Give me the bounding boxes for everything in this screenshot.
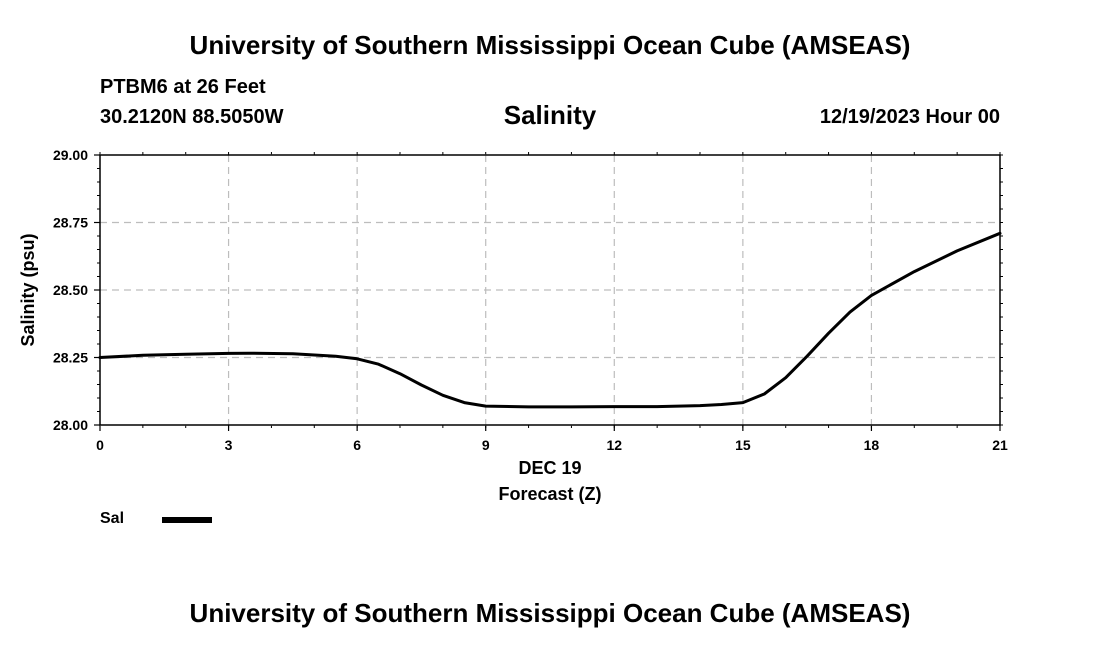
y-tick-label: 28.25 (53, 350, 88, 366)
y-tick-label: 28.50 (53, 282, 88, 298)
x-tick-label: 12 (606, 437, 622, 453)
x-tick-label: 15 (735, 437, 751, 453)
x-tick-label: 9 (482, 437, 490, 453)
page-title: University of Southern Mississippi Ocean… (189, 30, 911, 60)
forecast-run-time: 12/19/2023 Hour 00 (819, 106, 1000, 128)
x-tick-label: 21 (992, 437, 1008, 453)
legend-swatch-sal (162, 517, 212, 523)
y-tick-label: 28.75 (53, 215, 88, 231)
grid (100, 155, 1000, 425)
x-tick-label: 18 (864, 437, 880, 453)
y-axis-label: Salinity (psu) (18, 233, 38, 346)
y-tick-label: 29.00 (53, 147, 88, 163)
x-tick-label: 6 (353, 437, 361, 453)
series-layer (98, 231, 1002, 409)
series-line-sal (98, 231, 1002, 409)
x-tick-label: 3 (225, 437, 233, 453)
y-tick-label: 28.00 (53, 417, 88, 433)
x-axis-label: Forecast (Z) (498, 484, 601, 504)
chart-title: Salinity (503, 100, 597, 130)
legend-label: Sal (100, 510, 125, 527)
x-axis-date-label: DEC 19 (518, 458, 581, 478)
footer-title: University of Southern Mississippi Ocean… (189, 598, 911, 628)
plot-frame (99, 154, 1001, 426)
station-label: PTBM6 at 26 Feet (100, 76, 266, 98)
axis-ticks (94, 152, 1003, 431)
station-coordinates: 30.2120N 88.5050W (100, 106, 284, 128)
tick-labels: 0 3 6 9 12 15 18 21 28.00 28.25 28.50 28.75 29.00 (53, 147, 1008, 453)
x-tick-label: 0 (96, 437, 104, 453)
